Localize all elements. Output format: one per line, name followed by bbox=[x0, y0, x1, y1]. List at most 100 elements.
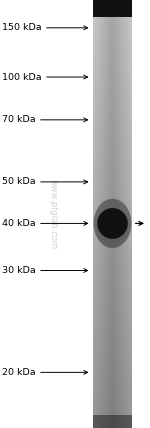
Bar bbox=[97, 342, 99, 345]
Bar bbox=[107, 146, 109, 148]
Bar bbox=[118, 353, 120, 355]
Bar bbox=[130, 362, 132, 364]
Bar bbox=[130, 355, 132, 357]
Bar bbox=[99, 56, 101, 58]
Bar bbox=[103, 265, 105, 268]
Bar bbox=[112, 220, 114, 223]
Bar bbox=[116, 368, 118, 370]
Bar bbox=[112, 6, 114, 9]
Bar bbox=[97, 336, 99, 338]
Bar bbox=[99, 71, 101, 73]
Bar bbox=[97, 253, 99, 255]
Bar bbox=[95, 364, 97, 366]
Bar bbox=[107, 379, 109, 381]
Bar bbox=[116, 327, 118, 330]
Bar bbox=[130, 120, 132, 122]
Bar bbox=[97, 120, 99, 122]
Bar bbox=[128, 175, 130, 178]
Bar bbox=[128, 231, 130, 233]
Bar bbox=[97, 133, 99, 135]
Bar bbox=[111, 180, 112, 182]
Bar bbox=[111, 253, 112, 255]
Bar bbox=[124, 238, 126, 240]
Bar bbox=[112, 49, 114, 51]
Bar bbox=[126, 362, 128, 364]
Bar bbox=[103, 349, 105, 351]
Text: 100 kDa: 100 kDa bbox=[2, 72, 88, 82]
Bar bbox=[109, 39, 111, 41]
Bar bbox=[122, 96, 124, 98]
Bar bbox=[120, 208, 122, 210]
Bar bbox=[109, 51, 111, 54]
Bar bbox=[109, 143, 111, 146]
Bar bbox=[126, 34, 128, 36]
Bar bbox=[109, 9, 111, 11]
Bar bbox=[114, 377, 116, 379]
Bar bbox=[122, 124, 124, 126]
Bar bbox=[114, 274, 116, 276]
Bar bbox=[95, 304, 97, 306]
Bar bbox=[126, 94, 128, 96]
Bar bbox=[112, 94, 114, 96]
Bar bbox=[93, 146, 95, 148]
Bar bbox=[124, 310, 126, 312]
Bar bbox=[107, 278, 109, 280]
Bar bbox=[99, 163, 101, 165]
Bar bbox=[101, 417, 103, 419]
Bar bbox=[109, 167, 111, 169]
Bar bbox=[93, 13, 95, 15]
Bar bbox=[107, 220, 109, 223]
Bar bbox=[116, 92, 118, 94]
Bar bbox=[124, 345, 126, 347]
Bar bbox=[112, 261, 114, 263]
Bar bbox=[130, 357, 132, 360]
Bar bbox=[99, 128, 101, 131]
Bar bbox=[124, 351, 126, 353]
Bar bbox=[101, 178, 103, 180]
Bar bbox=[103, 379, 105, 381]
Bar bbox=[93, 165, 95, 167]
Bar bbox=[109, 246, 111, 248]
Bar bbox=[103, 381, 105, 383]
Bar bbox=[105, 308, 107, 310]
Bar bbox=[130, 263, 132, 265]
Bar bbox=[112, 190, 114, 193]
Bar bbox=[105, 6, 107, 9]
Bar bbox=[112, 21, 114, 24]
Bar bbox=[93, 75, 95, 77]
Bar bbox=[112, 203, 114, 205]
Bar bbox=[128, 295, 130, 297]
Bar bbox=[118, 210, 120, 212]
Bar bbox=[93, 116, 95, 118]
Bar bbox=[116, 383, 118, 385]
Bar bbox=[128, 287, 130, 289]
Bar bbox=[118, 338, 120, 340]
Bar bbox=[107, 389, 109, 392]
Bar bbox=[111, 285, 112, 287]
Bar bbox=[111, 244, 112, 246]
Bar bbox=[101, 265, 103, 268]
Bar bbox=[103, 24, 105, 26]
Bar bbox=[128, 143, 130, 146]
Bar bbox=[116, 287, 118, 289]
Bar bbox=[130, 51, 132, 54]
Bar bbox=[107, 297, 109, 300]
Bar bbox=[122, 2, 124, 4]
Bar bbox=[93, 415, 95, 417]
Bar bbox=[112, 167, 114, 169]
Bar bbox=[99, 98, 101, 101]
Bar bbox=[107, 17, 109, 19]
Bar bbox=[107, 180, 109, 182]
Bar bbox=[105, 30, 107, 32]
Bar bbox=[111, 417, 112, 419]
Bar bbox=[97, 113, 99, 116]
Bar bbox=[97, 282, 99, 285]
Bar bbox=[93, 60, 95, 62]
Bar bbox=[120, 398, 122, 400]
Bar bbox=[112, 306, 114, 308]
Bar bbox=[120, 24, 122, 26]
Bar bbox=[109, 360, 111, 362]
Bar bbox=[111, 400, 112, 402]
Bar bbox=[107, 156, 109, 158]
Bar bbox=[130, 105, 132, 107]
